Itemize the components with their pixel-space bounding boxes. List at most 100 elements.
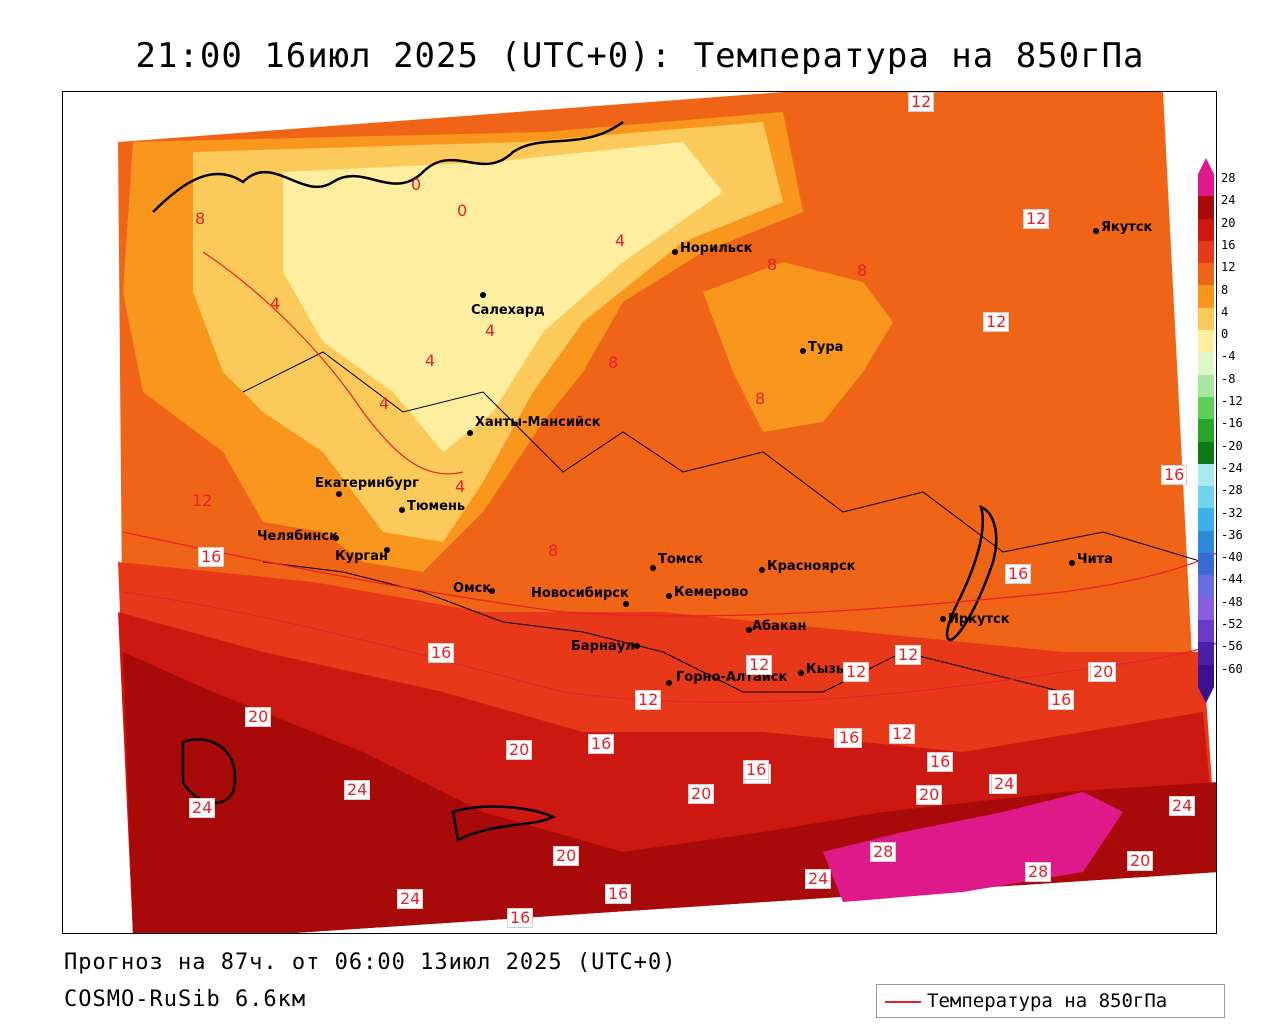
- city-dot: [666, 680, 672, 686]
- isoline-label: 16: [927, 752, 954, 772]
- color-scale-segment: [1198, 597, 1214, 620]
- color-scale-label: 8: [1221, 282, 1229, 297]
- color-scale-segment: [1198, 196, 1214, 219]
- city-dot: [399, 507, 405, 513]
- city-dot: [650, 565, 656, 571]
- color-scale-label: -44: [1221, 572, 1243, 587]
- isoline-label: 12: [983, 312, 1010, 332]
- city-label-kemerovo: Кемерово: [674, 585, 749, 600]
- city-label-tomsk: Томск: [658, 552, 703, 567]
- isoline-label: 12: [843, 662, 870, 682]
- isoline-label: 8: [195, 209, 206, 228]
- color-scale-segment: [1198, 396, 1214, 420]
- color-scale-label: -48: [1221, 594, 1243, 609]
- color-scale-segment: [1198, 174, 1214, 197]
- color-scale-label: 28: [1221, 171, 1236, 185]
- city-label-ekaterinburg: Екатеринбург: [315, 476, 419, 491]
- isoline-label: 16: [1161, 465, 1188, 485]
- color-scale-label: -12: [1221, 394, 1243, 408]
- color-scale-segment: [1198, 330, 1214, 353]
- city-dot: [634, 643, 640, 649]
- city-dot: [666, 593, 672, 599]
- city-label-salekhard: Салехард: [471, 303, 545, 318]
- color-scale-segment: [1198, 218, 1214, 241]
- color-scale-segment: [1198, 553, 1214, 576]
- isoline-label: 0: [457, 201, 468, 220]
- color-scale-segment: [1198, 240, 1214, 264]
- isoline-label: 12: [1023, 209, 1050, 229]
- city-label-norilsk: Норильск: [680, 241, 753, 256]
- color-scale-label: 16: [1221, 237, 1236, 252]
- color-scale-label: 12: [1221, 260, 1236, 275]
- city-label-krasnoyarsk: Красноярск: [767, 559, 856, 574]
- city-label-irkutsk: Иркутск: [948, 612, 1010, 627]
- isoline-label: 28: [870, 842, 897, 862]
- city-dot: [467, 430, 473, 436]
- isoline-label: 4: [485, 321, 496, 340]
- color-scale-label: -60: [1221, 661, 1243, 676]
- isoline-label: 4: [455, 477, 466, 496]
- color-scale-label: -40: [1221, 550, 1243, 565]
- city-dot: [480, 292, 486, 298]
- city-dot: [759, 567, 765, 573]
- city-dot: [746, 627, 752, 633]
- color-scale-label: -56: [1221, 639, 1243, 654]
- color-scale-label: 24: [1221, 193, 1236, 208]
- color-scale-label: -24: [1221, 460, 1243, 475]
- isoline-label: 20: [916, 785, 943, 805]
- isoline-label: 8: [857, 261, 868, 280]
- isoline-label: 8: [755, 389, 766, 408]
- isoline-label: 16: [507, 908, 534, 928]
- isoline-label: 8: [548, 541, 559, 560]
- color-scale-label: 20: [1221, 215, 1236, 230]
- color-scale-segment: [1198, 508, 1214, 531]
- isoline-label: 20: [1090, 662, 1117, 682]
- isoline-label: 16: [588, 734, 615, 754]
- isoline-label: 16: [1005, 564, 1032, 584]
- color-scale-segment: [1198, 352, 1214, 375]
- city-dot: [940, 616, 946, 622]
- color-scale-segment: [1198, 441, 1214, 464]
- isoline-label: 24: [805, 869, 832, 889]
- color-scale-segment: [1198, 619, 1214, 643]
- color-scale-label: 0: [1221, 327, 1229, 342]
- color-scale-segment: [1198, 285, 1214, 308]
- scale-bottom-arrow: [1198, 686, 1214, 703]
- isoline-label: 24: [991, 774, 1018, 794]
- city-dot: [336, 491, 342, 497]
- city-label-chita: Чита: [1077, 552, 1113, 567]
- city-label-tyumen: Тюмень: [407, 499, 466, 514]
- city-dot: [333, 535, 339, 541]
- city-label-kurgan: Курган: [335, 549, 388, 564]
- isoline-label: 0: [411, 175, 422, 194]
- color-scale-label: -16: [1221, 416, 1243, 431]
- city-label-chelyabinsk: Челябинск: [257, 529, 338, 544]
- city-label-novosibirsk: Новосибирск: [531, 586, 629, 601]
- temperature-map: Якутск Норильск Салехард Тура Ханты-Манс…: [62, 91, 1217, 934]
- isoline-label: 24: [189, 798, 216, 818]
- city-dot: [384, 547, 390, 553]
- map-title: 21:00 16июл 2025 (UTC+0): Температура на…: [135, 36, 1145, 76]
- isoline-label: 4: [425, 351, 436, 370]
- isoline-label: 20: [688, 784, 715, 804]
- city-dot: [1069, 560, 1075, 566]
- city-dot: [800, 348, 806, 354]
- isoline-label: 8: [608, 353, 619, 372]
- city-label-khanty-mansiysk: Ханты-Мансийск: [475, 415, 601, 430]
- isoline-label: 12: [746, 655, 773, 675]
- isoline-label: 16: [836, 728, 863, 748]
- isoline-label: 20: [553, 846, 580, 866]
- isoline-label: 16: [428, 643, 455, 663]
- isoline-label: 4: [379, 394, 390, 413]
- isoline-label: 4: [615, 231, 626, 250]
- city-label-omsk: Омск: [453, 581, 492, 596]
- color-scale-segment: [1198, 374, 1214, 397]
- isoline-label: 16: [198, 547, 225, 567]
- isoline-label: 16: [1048, 690, 1075, 710]
- isoline-label: 12: [908, 92, 935, 112]
- color-scale-segment: [1198, 642, 1214, 665]
- isoline-label: 12: [635, 690, 662, 710]
- model-name: COSMO-RuSib 6.6км: [64, 987, 307, 1012]
- color-scale-segment: [1198, 419, 1214, 442]
- color-scale-label: -32: [1221, 505, 1243, 520]
